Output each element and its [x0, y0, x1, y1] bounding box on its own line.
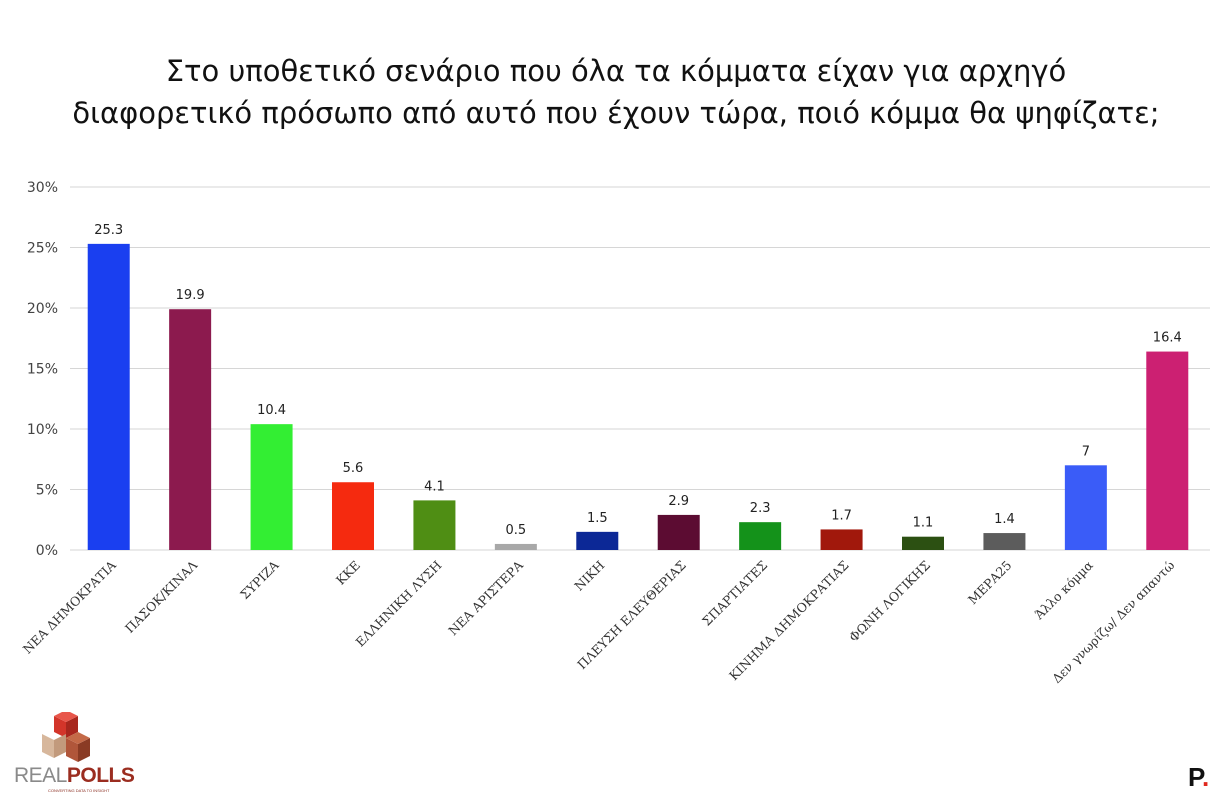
data-label: 0.5: [506, 523, 527, 538]
data-label: 16.4: [1153, 331, 1182, 346]
data-label: 1.1: [913, 516, 934, 531]
realpolls-logo: REALPOLLS CONVERTING DATA TO INSIGHT: [14, 710, 135, 798]
data-label: 5.6: [343, 461, 364, 476]
category-label: ΝΕΑ ΔΗΜΟΚΡΑΤΙΑ: [20, 557, 120, 657]
y-tick-label: 0%: [36, 543, 58, 559]
category-label: ΣΥΡΙΖΑ: [237, 557, 282, 602]
y-tick-label: 25%: [27, 241, 58, 257]
category-label: ΦΩΝΗ ΛΟΓΙΚΗΣ: [846, 558, 933, 645]
category-label: ΚΚΕ: [333, 558, 363, 588]
y-tick-label: 5%: [36, 483, 58, 499]
realpolls-wordmark: REALPOLLS: [14, 764, 135, 787]
bar: [739, 522, 782, 550]
bar: [87, 243, 130, 550]
y-tick-label: 30%: [27, 180, 58, 196]
data-label: 19.9: [176, 288, 205, 303]
bar: [250, 424, 293, 550]
bar: [1146, 351, 1189, 550]
data-label: 2.9: [668, 494, 689, 509]
category-label: ΕΛΛΗΝΙΚΗ ΛΥΣΗ: [352, 557, 444, 649]
realpolls-tagline: CONVERTING DATA TO INSIGHT: [48, 788, 110, 793]
data-label: 7: [1082, 444, 1090, 459]
y-tick-label: 15%: [27, 362, 58, 378]
category-label: ΝΕΑ ΑΡΙΣΤΕΡΑ: [445, 557, 526, 638]
bar: [902, 536, 944, 550]
data-label: 1.4: [994, 512, 1015, 527]
bar: [332, 482, 374, 550]
chart-title: Στο υποθετικό σενάριο που όλα τα κόμματα…: [0, 50, 1232, 134]
data-label: 1.5: [587, 511, 608, 526]
realpolls-cube-icon: [42, 710, 90, 762]
bar: [983, 533, 1026, 550]
bar: [413, 500, 456, 550]
data-label: 4.1: [424, 479, 445, 494]
y-tick-label: 20%: [27, 301, 58, 317]
data-label: 10.4: [257, 403, 286, 418]
category-label: ΝΙΚΗ: [571, 557, 607, 593]
category-label: ΠΑΣΟΚ/ΚΙΝΑΛ: [122, 557, 201, 636]
data-label: 25.3: [94, 223, 123, 238]
bar: [820, 529, 863, 550]
chart-title-line-1: Στο υποθετικό σενάριο που όλα τα κόμματα…: [165, 54, 1067, 88]
bar: [657, 514, 700, 550]
category-label: ΜΕΡΑ25: [965, 558, 1015, 608]
y-tick-label: 10%: [27, 422, 58, 438]
category-label: ΣΠΑΡΤΙΑΤΕΣ: [699, 558, 770, 629]
category-label: Άλλο κόμμα: [1031, 557, 1097, 623]
data-label: 1.7: [831, 508, 852, 523]
bar: [169, 309, 212, 550]
data-label: 2.3: [750, 501, 771, 516]
bar: [576, 531, 619, 550]
bar: [494, 543, 537, 550]
bar: [1064, 465, 1107, 550]
publisher-logo: P.: [1188, 762, 1210, 792]
chart-title-line-2: διαφορετικό πρόσωπο από αυτό που έχουν τ…: [72, 96, 1160, 130]
